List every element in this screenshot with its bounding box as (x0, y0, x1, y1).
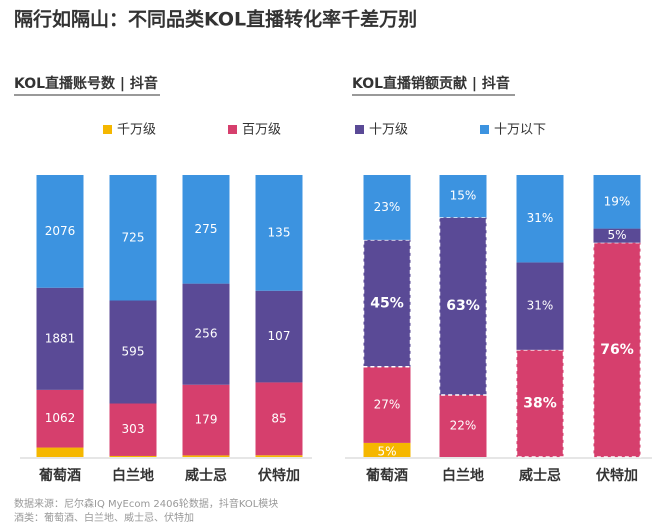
page-title: 隔行如隔山：不同品类KOL直播转化率千差万别 (14, 8, 417, 31)
value-label: 256 (195, 327, 218, 341)
bar-segment (36, 287, 84, 390)
bar-segment (515, 349, 565, 458)
value-label: 5% (377, 444, 396, 458)
bar-segment (109, 300, 157, 404)
value-label: 1062 (45, 411, 76, 425)
source-note: 数据来源：尼尔森IQ MyEcom 2406轮数据，抖音KOL模块 (14, 497, 278, 510)
bar-segment (363, 366, 411, 443)
value-label: 1881 (45, 331, 76, 345)
value-label: 76% (600, 342, 634, 358)
value-label: 19% (604, 194, 631, 208)
value-label: 27% (374, 397, 401, 411)
bar-segment (109, 455, 157, 457)
bar-segment (593, 175, 641, 229)
value-label: 31% (527, 211, 554, 225)
bar-segment (182, 455, 230, 457)
value-label: 303 (122, 422, 145, 436)
value-label: 275 (195, 222, 218, 236)
chart-title: KOL直播账号数 | 抖音 (14, 75, 158, 92)
value-label: 22% (450, 418, 477, 432)
bar-segment (516, 262, 564, 350)
bar-segment (182, 283, 230, 385)
bar-segment (439, 394, 487, 457)
value-label: 595 (122, 345, 145, 359)
x-tick-label: 威士忌 (185, 467, 227, 484)
bar-segment (182, 175, 230, 284)
legend-swatch (228, 125, 237, 134)
bar-segment (36, 447, 84, 457)
x-tick-label: 白兰地 (442, 467, 484, 484)
x-tick-label: 伏特加 (596, 467, 638, 484)
value-label: 2076 (45, 224, 76, 238)
bar-segment (516, 175, 564, 263)
value-label: 85 (271, 411, 286, 425)
bar-segment (362, 239, 412, 368)
bar-segment (363, 175, 411, 240)
value-label: 5% (607, 228, 626, 242)
value-label: 725 (122, 230, 145, 244)
x-tick-label: 白兰地 (112, 467, 154, 484)
bar-segment (255, 455, 303, 457)
bar-segment (592, 241, 642, 458)
bar-segment (109, 403, 157, 456)
source-note: 酒类：葡萄酒、白兰地、威士忌、伏特加 (14, 511, 194, 524)
chart-title: KOL直播销额贡献 | 抖音 (352, 75, 510, 92)
bar-segment (109, 175, 157, 301)
value-label: 15% (450, 189, 477, 203)
value-label: 45% (370, 295, 404, 311)
legend-label: 千万级 (117, 123, 156, 138)
bar-segment (439, 175, 487, 218)
value-label: 179 (195, 413, 218, 427)
legend-swatch (103, 125, 112, 134)
x-tick-label: 葡萄酒 (38, 467, 81, 484)
value-label: 23% (374, 200, 401, 214)
value-label: 63% (446, 298, 480, 314)
bar-segment (593, 228, 641, 243)
bar-segment (255, 290, 303, 383)
x-tick-label: 威士忌 (519, 467, 561, 484)
x-tick-label: 葡萄酒 (365, 467, 408, 484)
value-label: 135 (268, 225, 291, 239)
bar-segment (363, 442, 411, 457)
legend-swatch (480, 125, 489, 134)
bar-segment (255, 175, 303, 291)
value-label: 38% (523, 395, 557, 411)
legend-label: 百万级 (242, 123, 281, 138)
legend-label: 十万以下 (494, 123, 546, 138)
bar-segment (36, 389, 84, 448)
x-tick-label: 伏特加 (258, 467, 300, 484)
bar-segment (36, 175, 84, 288)
legend-label: 十万级 (369, 123, 408, 138)
legend-swatch (355, 125, 364, 134)
value-label: 107 (268, 329, 291, 343)
bar-segment (182, 384, 230, 456)
bar-segment (438, 216, 488, 396)
value-label: 31% (527, 299, 554, 313)
bar-segment (255, 382, 303, 456)
